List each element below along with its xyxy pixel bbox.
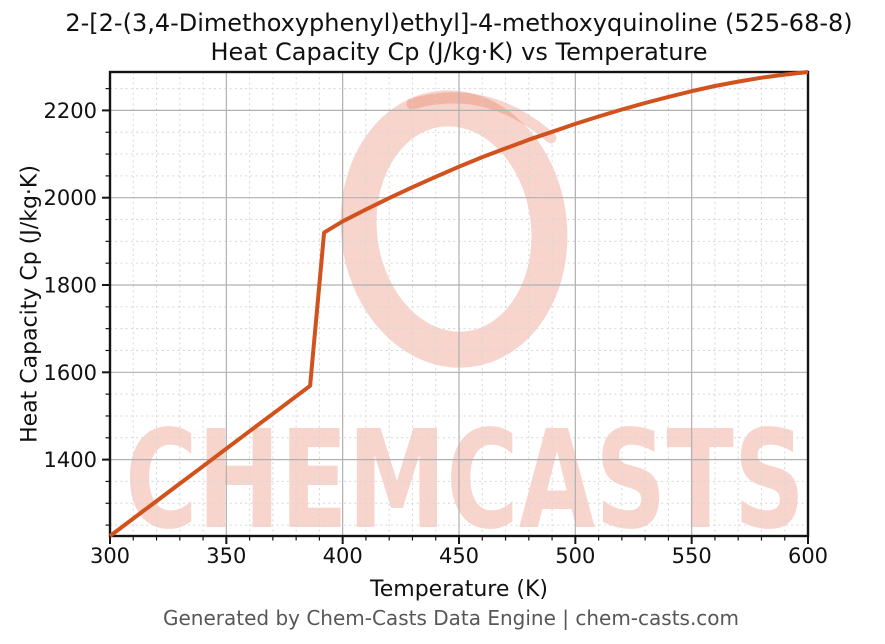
x-tick-label: 550	[672, 544, 712, 568]
watermark-logo-ring	[340, 90, 568, 368]
y-tick-label: 1400	[44, 448, 97, 472]
x-axis-label: Temperature (K)	[370, 577, 548, 602]
chart-title-line2: Heat Capacity Cp (J/kg·K) vs Temperature	[210, 38, 708, 66]
x-tick-label: 600	[788, 544, 828, 568]
cp-curve	[108, 70, 809, 538]
y-tick-label: 1800	[44, 274, 97, 298]
y-tick-label: 1600	[44, 361, 97, 385]
y-tick-label: 2200	[44, 99, 97, 123]
x-tick-label: 500	[555, 544, 595, 568]
footer-text: Generated by Chem-Casts Data Engine | ch…	[162, 606, 740, 630]
y-tick-label: 2000	[44, 186, 97, 210]
x-tick-label: 350	[206, 544, 246, 568]
x-tick-label: 300	[90, 544, 130, 568]
chart-title-line1: 2-[2-(3,4-Dimethoxyphenyl)ethyl]-4-metho…	[65, 9, 853, 37]
chart-title: 2-[2-(3,4-Dimethoxyphenyl)ethyl]-4-metho…	[65, 9, 852, 67]
watermark-logo-swoosh	[406, 92, 557, 144]
x-tick-label: 400	[323, 544, 363, 568]
x-tick-label: 450	[439, 544, 479, 568]
y-axis-label: Heat Capacity Cp (J/kg·K)	[17, 165, 43, 443]
axes: 300 350 400 450 500 550 600 1400 1600 1800 2000 220…	[44, 70, 828, 568]
